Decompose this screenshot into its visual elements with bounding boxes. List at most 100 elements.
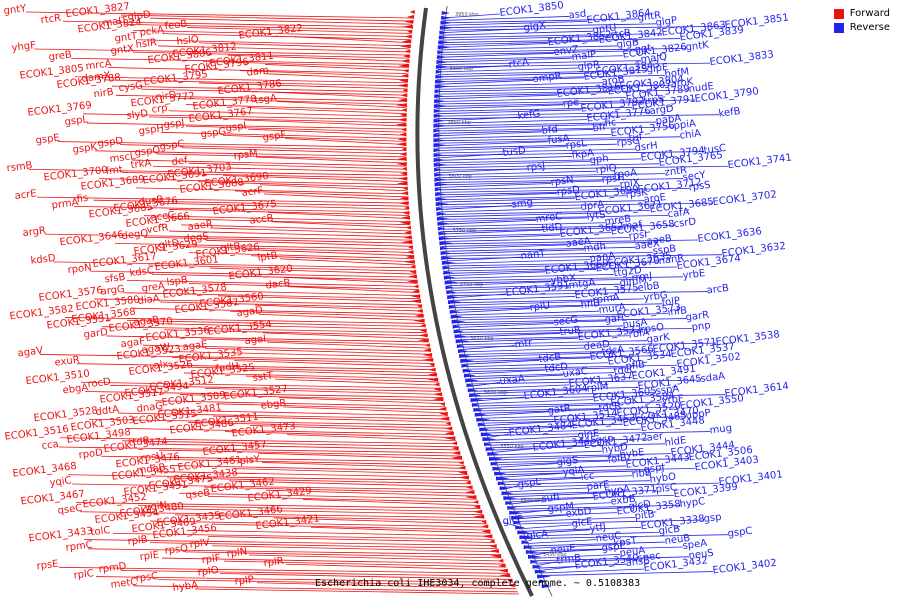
reverse-gene-label[interactable]: glpR [577,59,601,73]
forward-gene-label[interactable]: rpoD [78,447,104,461]
forward-gene-label[interactable]: rpmD [98,561,127,575]
reverse-gene-label[interactable]: garK [646,332,671,346]
forward-gene-label[interactable]: feoB [164,19,188,33]
forward-gene-label[interactable]: gspF [262,130,287,144]
forward-gene-label[interactable]: crp [151,103,168,116]
forward-gene-label[interactable]: cysG [118,80,144,94]
reverse-gene-label[interactable]: glcD [628,499,652,513]
reverse-gene-label[interactable]: ECOK1_3699 [574,184,639,203]
forward-gene-label[interactable]: tsgA [254,93,278,107]
forward-gene-label[interactable]: agaF [120,336,146,350]
reverse-gene-label[interactable]: pabA [655,113,682,127]
reverse-gene-label[interactable]: cafA [667,207,690,221]
forward-gene-label[interactable]: trkA [130,158,152,171]
reverse-gene-label[interactable]: elbB [637,280,660,294]
reverse-gene-label[interactable]: ECOK1_3756 [610,121,675,140]
forward-gene-label[interactable]: mdaB [136,462,166,476]
reverse-gene-label[interactable]: nanA [589,251,616,265]
reverse-gene-label[interactable]: yrbE [682,268,706,282]
reverse-gene-label[interactable]: nanR [658,253,685,267]
forward-gene-label[interactable]: rtcR [40,13,62,26]
forward-gene-label[interactable]: greA [141,281,166,295]
forward-gene-label[interactable]: rpsM [233,148,258,162]
forward-gene-label[interactable]: mscL [109,151,137,165]
forward-gene-label[interactable]: exuR [54,355,80,369]
reverse-gene-label[interactable]: bfd [541,124,558,137]
forward-gene-label[interactable]: glpD [127,9,152,23]
reverse-gene-label[interactable]: glgB [616,37,640,51]
forward-gene-label[interactable]: gspI [225,121,247,134]
reverse-gene-label[interactable]: argD [649,103,675,117]
reverse-gene-label[interactable]: hybE [619,447,645,461]
reverse-gene-label[interactable]: glgX [523,20,547,34]
reverse-gene-label[interactable]: rtcB [610,28,632,41]
reverse-gene-label[interactable]: tuf [628,132,643,145]
reverse-gene-label[interactable]: truB [559,325,582,339]
reverse-gene-label[interactable]: infB [667,305,688,318]
forward-gene-label[interactable]: lptB [257,250,278,263]
forward-gene-label[interactable]: gspL [64,114,89,128]
reverse-gene-label[interactable]: rtcA [508,57,530,70]
forward-gene-label[interactable]: hslO [176,34,200,48]
reverse-gene-label[interactable]: aaeA [565,236,592,250]
reverse-gene-label[interactable]: aaeB [646,233,673,247]
reverse-gene-label[interactable]: rpsG [616,135,641,149]
forward-gene-label[interactable]: ebgR [260,398,287,412]
reverse-gene-label[interactable]: tdcR [598,401,622,415]
reverse-gene-label[interactable]: dsrH [634,140,658,154]
reverse-gene-label[interactable]: gsp [703,512,722,525]
reverse-gene-label[interactable]: gspL [517,477,542,491]
forward-gene-label[interactable]: agaB [133,315,160,329]
forward-gene-label[interactable]: ddtA [95,404,120,418]
reverse-gene-label[interactable]: nanT [520,248,547,262]
reverse-gene-label[interactable]: hflB [580,298,601,311]
reverse-gene-label[interactable]: asd [568,8,587,21]
forward-gene-label[interactable]: ttdB [128,435,150,449]
reverse-gene-label[interactable]: ECOK1_3816 [556,81,621,100]
reverse-gene-label[interactable]: neuE [550,543,576,557]
forward-gene-label[interactable]: hybA [172,580,199,594]
reverse-gene-label[interactable]: mreB [604,214,632,228]
reverse-gene-label[interactable]: rplQ [595,163,617,177]
reverse-gene-label[interactable]: pitB [634,509,655,522]
reverse-gene-label[interactable]: aer [646,431,664,444]
reverse-gene-label[interactable]: tdcB [538,352,562,366]
reverse-gene-label[interactable]: csrD [673,217,697,231]
forward-gene-label[interactable]: garD [83,327,109,341]
reverse-gene-label[interactable]: tusD [502,145,527,159]
reverse-gene-label[interactable]: sufI [541,492,560,505]
reverse-gene-label[interactable]: ECOK1_3572 [577,324,642,343]
forward-gene-label[interactable]: ECOK1_3601 [154,254,219,273]
forward-gene-label[interactable]: damX [81,70,111,84]
reverse-gene-label[interactable]: exbB [610,494,636,508]
forward-gene-label[interactable]: agaI [244,334,267,348]
forward-gene-label[interactable]: vcfR [146,222,169,236]
forward-gene-label[interactable]: rpsU [140,451,164,465]
reverse-gene-label[interactable]: rplX [619,178,640,191]
reverse-gene-label[interactable]: yrbF [661,393,685,407]
reverse-gene-label[interactable]: fic [604,117,617,129]
forward-gene-label[interactable]: accC [150,210,175,224]
forward-gene-label[interactable]: rplE [139,550,160,563]
forward-gene-label[interactable]: aaeR [187,219,214,233]
forward-gene-label[interactable]: greB [48,49,73,63]
reverse-gene-label[interactable]: fkpA [571,148,595,162]
reverse-gene-label[interactable]: ECOK1_3741 [727,152,792,171]
reverse-gene-label[interactable]: gspM [547,501,575,515]
reverse-gene-label[interactable]: ECOK1_3636 [697,226,762,245]
reverse-gene-label[interactable]: neuB [664,533,691,547]
reverse-gene-label[interactable]: gspC [727,526,753,540]
reverse-gene-label[interactable]: tldD [541,222,563,235]
reverse-gene-label[interactable]: ECOK1_3833 [709,49,774,68]
forward-gene-label[interactable]: yqiC [49,475,72,489]
forward-gene-label[interactable]: acrE [14,188,37,202]
forward-gene-label[interactable]: ECOK1_3516 [4,424,69,443]
reverse-gene-label[interactable]: rpsH [601,172,625,186]
reverse-gene-label[interactable]: mdh [583,241,607,255]
reverse-gene-label[interactable]: glcF [502,514,524,527]
reverse-gene-label[interactable]: ansB [625,555,651,569]
reverse-gene-label[interactable]: rpmA [592,292,620,306]
reverse-gene-label[interactable]: malP [571,49,597,63]
reverse-gene-label[interactable]: tdcD [544,361,569,375]
reverse-gene-label[interactable]: gph [589,153,609,166]
